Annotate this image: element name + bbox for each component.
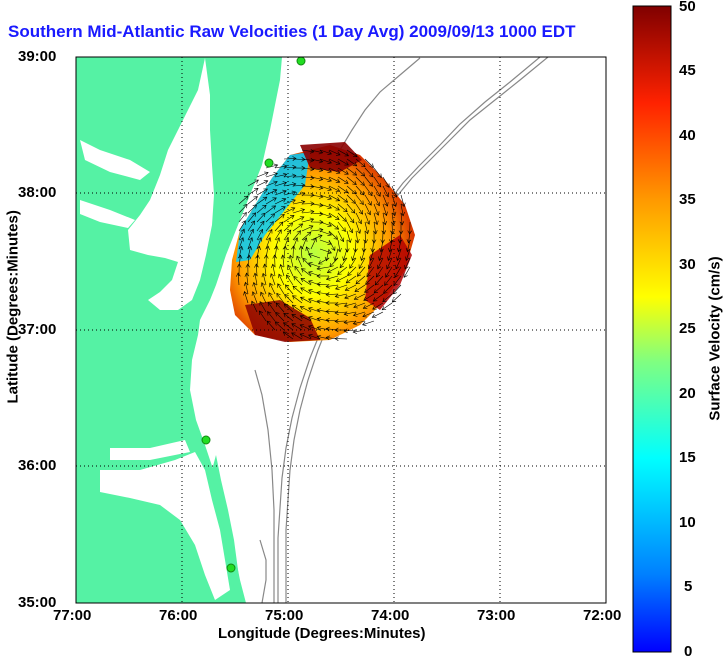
colorbar-tick-label: 45 — [679, 62, 696, 79]
y-tick-label: 38:00 — [18, 184, 56, 201]
y-axis-label: Latitude (Degrees:Minutes) — [5, 214, 22, 404]
x-axis-label: Longitude (Degrees:Minutes) — [218, 625, 426, 642]
x-tick-label: 73:00 — [477, 607, 515, 624]
colorbar-tick-label: 15 — [679, 449, 696, 466]
colorbar-tick-label: 40 — [679, 127, 696, 144]
colorbar-tick-label: 35 — [679, 191, 696, 208]
x-tick-label: 75:00 — [265, 607, 303, 624]
site-marker — [265, 159, 273, 167]
colorbar — [633, 6, 671, 652]
y-tick-label: 35:00 — [18, 594, 56, 611]
colorbar-tick-label: 20 — [679, 385, 696, 402]
x-tick-label: 74:00 — [371, 607, 409, 624]
colorbar-tick-label: 30 — [679, 256, 696, 273]
x-tick-label: 72:00 — [583, 607, 621, 624]
colorbar-tick-label: 0 — [684, 643, 692, 660]
site-marker — [227, 564, 235, 572]
site-marker — [297, 57, 305, 65]
y-tick-label: 39:00 — [18, 48, 56, 65]
colorbar-tick-label: 10 — [679, 514, 696, 531]
x-tick-label: 77:00 — [53, 607, 91, 624]
x-tick-label: 76:00 — [159, 607, 197, 624]
colorbar-tick-label: 50 — [679, 0, 696, 15]
site-marker — [202, 436, 210, 444]
y-tick-label: 37:00 — [18, 321, 56, 338]
colorbar-tick-label: 25 — [679, 320, 696, 337]
y-tick-label: 36:00 — [18, 457, 56, 474]
colorbar-label: Surface Velocity (cm/s) — [707, 244, 724, 434]
colorbar-tick-label: 5 — [684, 578, 692, 595]
